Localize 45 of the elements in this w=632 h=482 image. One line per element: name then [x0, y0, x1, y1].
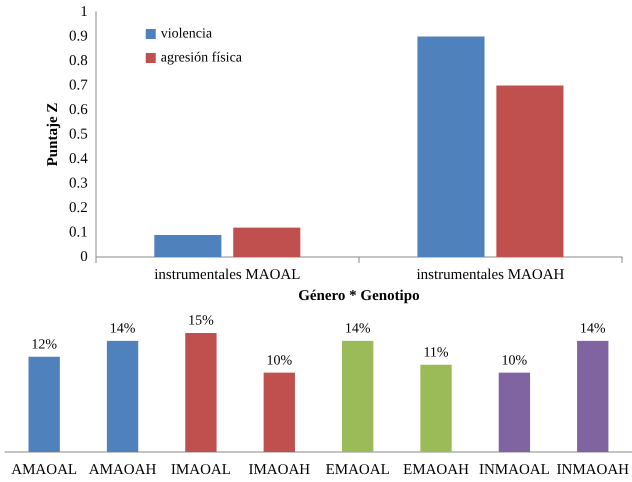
bar [185, 332, 217, 452]
y-tick-label: 0.3 [69, 175, 88, 192]
legend-label: agresión física [160, 50, 243, 66]
bar [498, 372, 530, 452]
data-label: 14% [110, 322, 136, 337]
bar [342, 340, 374, 452]
y-tick-label: 0.6 [69, 102, 88, 118]
y-tick-label: 0.5 [69, 126, 88, 142]
x-tick-label: EMAOAL [326, 462, 390, 478]
bar [28, 356, 60, 452]
data-label: 10% [266, 353, 292, 368]
y-tick-label: 0.9 [69, 28, 88, 44]
x-tick-label: INMAOAH [556, 462, 630, 478]
bar [233, 228, 300, 257]
y-tick-label: 1 [80, 4, 88, 20]
y-tick-label: 0 [80, 248, 88, 265]
data-label: 12% [31, 337, 58, 352]
x-tick-label: IMAOAL [170, 462, 231, 478]
data-label: 10% [502, 353, 528, 368]
y-tick-label: 0.4 [69, 150, 88, 167]
bar [496, 86, 564, 257]
bar [420, 364, 452, 452]
data-label: 11% [423, 345, 449, 360]
data-label: 15% [188, 314, 214, 329]
x-tick-label: instrumentales MAOAL [154, 266, 300, 283]
x-tick-label: INMAOAL [478, 462, 550, 478]
bar [154, 234, 222, 257]
y-axis-title: Puntaje Z [44, 102, 61, 166]
y-tick-label: 0.8 [69, 52, 88, 69]
x-tick-label: instrumentales MAOAH [416, 266, 565, 283]
data-label: 14% [580, 322, 606, 337]
bar [264, 372, 295, 452]
bar [106, 340, 138, 452]
legend-label: violencia [160, 26, 213, 42]
y-tick-label: 0.1 [69, 224, 88, 240]
y-tick-label: 0.7 [69, 77, 88, 94]
x-tick-label: EMAOAH [403, 462, 470, 478]
x-tick-label: AMAOAH [88, 462, 156, 478]
bar [417, 36, 485, 257]
x-axis-title: Género * Genotipo [298, 288, 420, 304]
x-tick-label: AMAOAL [11, 462, 78, 478]
data-label: 14% [344, 322, 371, 337]
y-tick-label: 0.2 [69, 200, 88, 216]
x-tick-label: IMAOAH [248, 462, 310, 478]
bar [577, 340, 608, 452]
